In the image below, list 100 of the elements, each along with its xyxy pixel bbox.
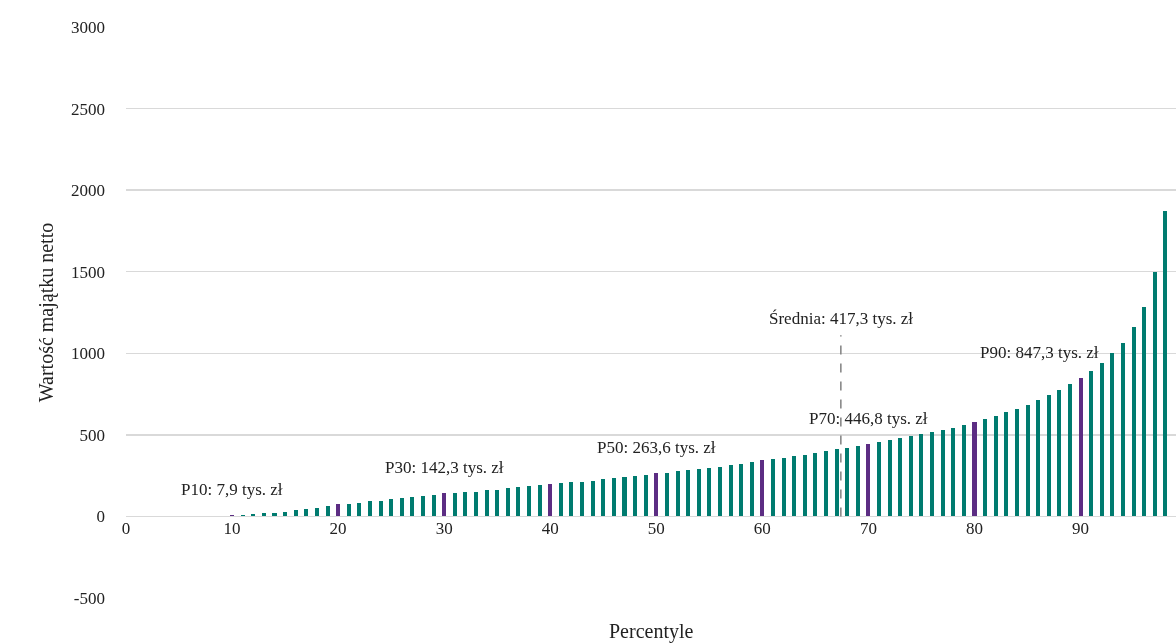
bar — [325, 506, 330, 517]
bar — [346, 503, 351, 517]
annotation: P30: 142,3 tys. zł — [385, 458, 504, 477]
y-tick-label: -500 — [73, 588, 105, 608]
bar — [961, 424, 966, 517]
bar — [664, 472, 669, 517]
bar — [972, 421, 977, 517]
bar — [548, 484, 553, 517]
x-tick-label: 70 — [859, 519, 877, 539]
bar — [1067, 384, 1072, 517]
x-tick-label: 60 — [753, 519, 771, 539]
bar — [686, 470, 691, 517]
bar — [389, 499, 394, 517]
bar — [654, 473, 659, 517]
bar — [261, 513, 266, 517]
bar — [357, 502, 362, 517]
y-tick-label: 500 — [79, 425, 105, 445]
bar — [760, 459, 765, 517]
bar — [611, 478, 616, 517]
bar — [877, 442, 882, 517]
bar — [845, 447, 850, 517]
bar — [590, 480, 595, 517]
bar — [770, 459, 775, 517]
bar — [569, 482, 574, 517]
bar — [1142, 306, 1147, 517]
bar — [887, 440, 892, 517]
x-tick-label: 50 — [647, 519, 665, 539]
bar — [855, 445, 860, 517]
bar — [622, 477, 627, 517]
bar — [399, 498, 404, 517]
bar — [834, 449, 839, 517]
bar — [580, 481, 585, 517]
bar — [601, 479, 606, 517]
bar — [463, 492, 468, 517]
bar — [951, 427, 956, 517]
y-tick-label: 2500 — [71, 99, 105, 119]
bar — [293, 510, 298, 517]
bar — [1036, 399, 1041, 517]
bar — [336, 504, 341, 517]
bar — [749, 462, 754, 517]
bar — [707, 467, 712, 517]
x-tick-label: 20 — [329, 519, 347, 539]
bar — [495, 489, 500, 517]
bar — [442, 493, 447, 517]
bar — [908, 436, 913, 517]
bar — [781, 457, 786, 517]
annotation: Średnia: 417,3 tys. zł — [769, 309, 914, 328]
bar — [1089, 371, 1094, 517]
bar — [452, 492, 457, 517]
bar — [1152, 272, 1157, 517]
bar — [272, 512, 277, 517]
bar — [1120, 343, 1125, 517]
x-tick-label: 40 — [541, 519, 559, 539]
bar — [527, 486, 532, 517]
annotation: P70: 446,8 tys. zł — [809, 409, 928, 428]
bar — [410, 496, 415, 517]
bar — [1014, 408, 1019, 517]
bar — [1163, 211, 1168, 517]
bar — [505, 488, 510, 517]
bar — [675, 471, 680, 517]
y-tick-label: 2000 — [71, 181, 105, 201]
bar — [813, 452, 818, 517]
bar — [792, 456, 797, 517]
bar — [1078, 378, 1083, 517]
bar — [1110, 352, 1115, 517]
bar — [898, 438, 903, 517]
bar — [823, 451, 829, 517]
bar — [919, 434, 924, 517]
x-tick-label: 80 — [965, 519, 983, 539]
bar — [993, 415, 998, 517]
bar — [473, 491, 479, 517]
y-axis-title: Wartość majątku netto — [34, 222, 58, 403]
y-tick-label: 1000 — [71, 344, 105, 364]
bar — [484, 490, 489, 517]
x-axis-title: Percentyle — [609, 620, 694, 643]
bar — [558, 483, 563, 517]
bar — [431, 495, 436, 517]
bar — [717, 466, 722, 517]
y-tick-label: 3000 — [71, 17, 105, 37]
bar — [1099, 362, 1104, 517]
y-tick-label: 1500 — [71, 262, 105, 282]
x-tick-label: 30 — [435, 519, 453, 539]
bar — [1046, 395, 1051, 517]
bar — [314, 507, 319, 517]
annotation: P50: 263,6 tys. zł — [597, 438, 716, 457]
bar — [420, 496, 425, 517]
bar — [516, 487, 521, 517]
x-tick-label: 0 — [121, 519, 131, 539]
bar — [1057, 390, 1062, 517]
bar — [728, 465, 733, 517]
bar — [866, 443, 871, 517]
bar — [696, 468, 701, 517]
annotation: P90: 847,3 tys. zł — [980, 343, 1099, 362]
bar — [739, 463, 744, 517]
bar — [930, 432, 935, 517]
bar — [304, 508, 309, 517]
bar — [802, 454, 807, 517]
bar — [983, 419, 988, 517]
bar — [940, 430, 945, 517]
bar — [1025, 404, 1030, 517]
